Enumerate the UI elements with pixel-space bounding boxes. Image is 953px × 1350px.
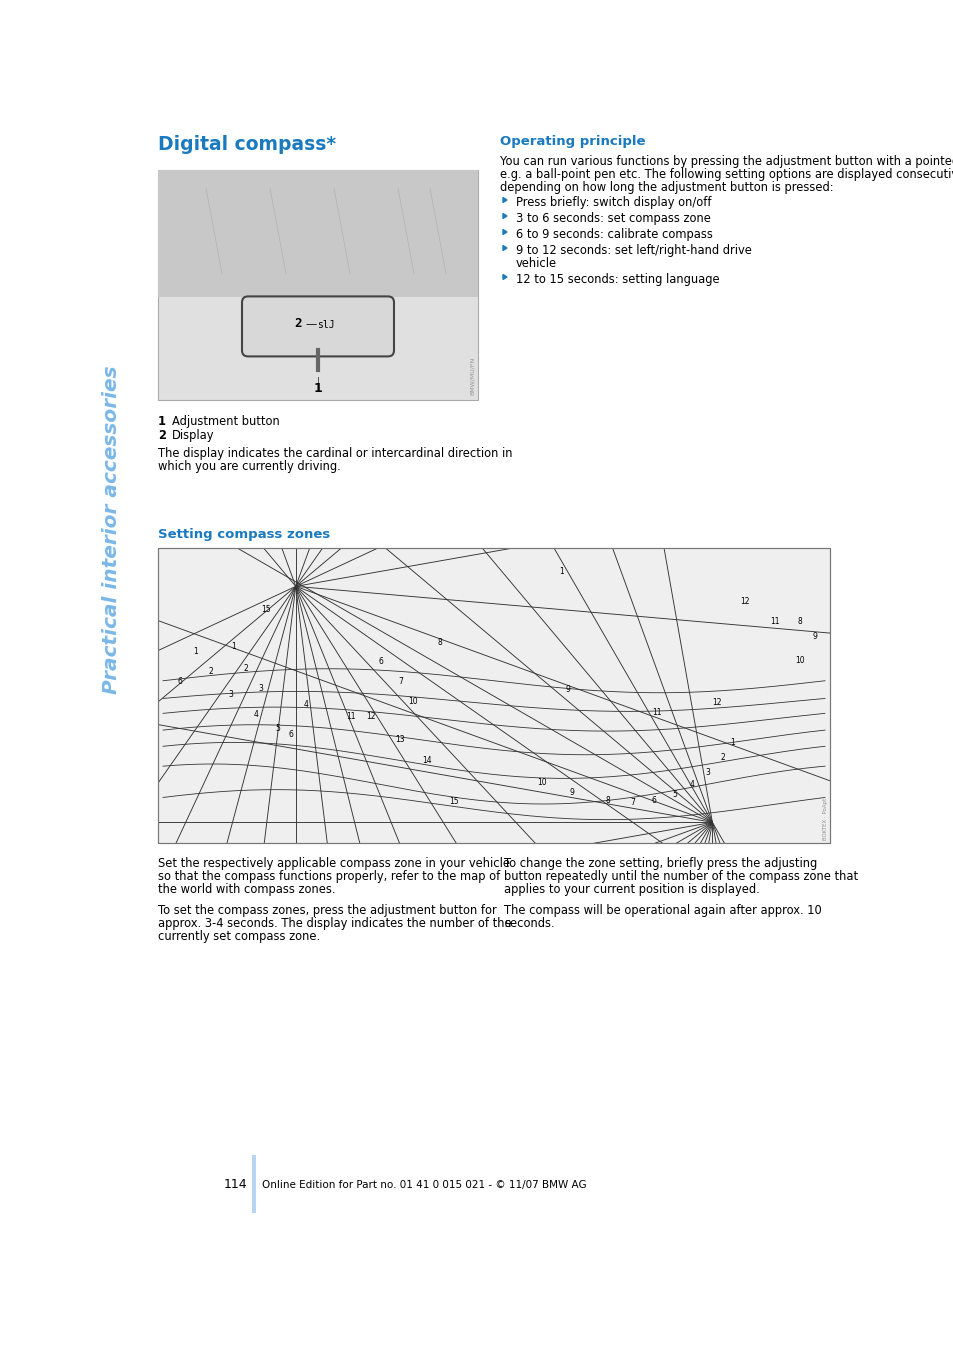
Text: vehicle: vehicle (516, 256, 557, 270)
Text: 9: 9 (812, 632, 817, 641)
Text: 2: 2 (208, 667, 213, 676)
Text: 12 to 15 seconds: setting language: 12 to 15 seconds: setting language (516, 273, 719, 286)
Text: 8: 8 (797, 617, 801, 626)
Text: Online Edition for Part no. 01 41 0 015 021 - © 11/07 BMW AG: Online Edition for Part no. 01 41 0 015 … (262, 1180, 586, 1189)
Text: 6: 6 (651, 796, 657, 805)
Text: 13: 13 (395, 736, 404, 744)
Text: 8: 8 (437, 639, 442, 647)
Text: 15: 15 (260, 605, 270, 614)
Text: To change the zone setting, briefly press the adjusting: To change the zone setting, briefly pres… (503, 857, 817, 869)
Text: 9: 9 (565, 684, 570, 694)
Text: The compass will be operational again after approx. 10: The compass will be operational again af… (503, 904, 821, 917)
Text: Operating principle: Operating principle (499, 135, 645, 148)
Bar (158, 170, 477, 400)
Text: The display indicates the cardinal or intercardinal direction in: The display indicates the cardinal or in… (158, 447, 512, 460)
Text: 1: 1 (729, 738, 734, 747)
Text: 2: 2 (294, 317, 301, 329)
Text: 7: 7 (629, 798, 634, 807)
Text: slJ: slJ (316, 320, 335, 331)
Text: Digital compass*: Digital compass* (158, 135, 335, 154)
Bar (158, 170, 477, 297)
Text: 1: 1 (314, 382, 322, 394)
Text: 14: 14 (421, 756, 431, 765)
Text: 6: 6 (288, 730, 293, 738)
Text: 1: 1 (558, 567, 563, 576)
Bar (252, 1156, 255, 1214)
Text: Setting compass zones: Setting compass zones (158, 528, 330, 541)
Text: 114: 114 (223, 1179, 247, 1192)
Text: 3: 3 (704, 768, 709, 776)
Text: applies to your current position is displayed.: applies to your current position is disp… (503, 883, 759, 896)
Text: 5: 5 (275, 724, 280, 733)
Text: 10: 10 (795, 656, 804, 664)
Text: 2: 2 (158, 429, 166, 441)
Text: 6: 6 (378, 657, 383, 666)
Text: 4: 4 (303, 699, 308, 709)
Text: 12: 12 (712, 698, 721, 707)
Text: 4: 4 (253, 710, 258, 718)
Text: Display: Display (172, 429, 214, 441)
Text: Set the respectively applicable compass zone in your vehicle: Set the respectively applicable compass … (158, 857, 510, 869)
Text: e.g. a ball-point pen etc. The following setting options are displayed consecuti: e.g. a ball-point pen etc. The following… (499, 167, 953, 181)
Text: 9: 9 (569, 788, 575, 796)
Text: the world with compass zones.: the world with compass zones. (158, 883, 335, 896)
Text: 11: 11 (652, 707, 661, 717)
Text: 3: 3 (228, 690, 233, 699)
Text: 6 to 9 seconds: calibrate compass: 6 to 9 seconds: calibrate compass (516, 228, 712, 242)
Text: —: — (305, 320, 316, 329)
Text: 3 to 6 seconds: set compass zone: 3 to 6 seconds: set compass zone (516, 212, 710, 225)
Text: BMW/MU/FN: BMW/MU/FN (470, 356, 475, 396)
Text: 11: 11 (769, 617, 779, 626)
Polygon shape (502, 197, 506, 202)
Text: which you are currently driving.: which you are currently driving. (158, 460, 340, 472)
Text: To set the compass zones, press the adjustment button for: To set the compass zones, press the adju… (158, 904, 497, 917)
Text: 8: 8 (604, 796, 609, 805)
Bar (158, 548, 829, 842)
Text: 12: 12 (366, 711, 375, 721)
Text: 1: 1 (158, 414, 166, 428)
Text: 7: 7 (398, 676, 403, 686)
FancyBboxPatch shape (242, 297, 394, 356)
Text: 11: 11 (346, 711, 355, 721)
Text: button repeatedly until the number of the compass zone that: button repeatedly until the number of th… (503, 869, 858, 883)
Text: 5: 5 (671, 790, 676, 799)
Text: 2: 2 (243, 664, 248, 672)
Text: BOKTEX · PoApt: BOKTEX · PoApt (822, 798, 827, 840)
Text: 3: 3 (258, 684, 263, 693)
Text: currently set compass zone.: currently set compass zone. (158, 930, 320, 944)
Text: 1: 1 (232, 641, 236, 651)
Text: depending on how long the adjustment button is pressed:: depending on how long the adjustment but… (499, 181, 833, 194)
Text: 12: 12 (740, 597, 749, 606)
Text: approx. 3-4 seconds. The display indicates the number of the: approx. 3-4 seconds. The display indicat… (158, 917, 511, 930)
Text: 15: 15 (449, 798, 458, 806)
Text: Practical interior accessories: Practical interior accessories (102, 366, 121, 694)
Polygon shape (502, 246, 506, 251)
Text: seconds.: seconds. (503, 917, 554, 930)
Text: 1: 1 (193, 647, 198, 656)
Text: 10: 10 (408, 697, 417, 706)
Text: You can run various functions by pressing the adjustment button with a pointed o: You can run various functions by pressin… (499, 155, 953, 167)
Text: Press briefly: switch display on/off: Press briefly: switch display on/off (516, 196, 711, 209)
Text: 9 to 12 seconds: set left/right-hand drive: 9 to 12 seconds: set left/right-hand dri… (516, 244, 751, 256)
Text: 6: 6 (177, 676, 182, 686)
Text: 4: 4 (689, 780, 694, 788)
Text: 2: 2 (720, 753, 724, 761)
Text: Adjustment button: Adjustment button (172, 414, 279, 428)
Bar (158, 548, 829, 842)
Polygon shape (502, 213, 506, 219)
Text: so that the compass functions properly, refer to the map of: so that the compass functions properly, … (158, 869, 499, 883)
Text: 10: 10 (537, 778, 547, 787)
Polygon shape (502, 230, 506, 235)
Polygon shape (502, 274, 506, 279)
